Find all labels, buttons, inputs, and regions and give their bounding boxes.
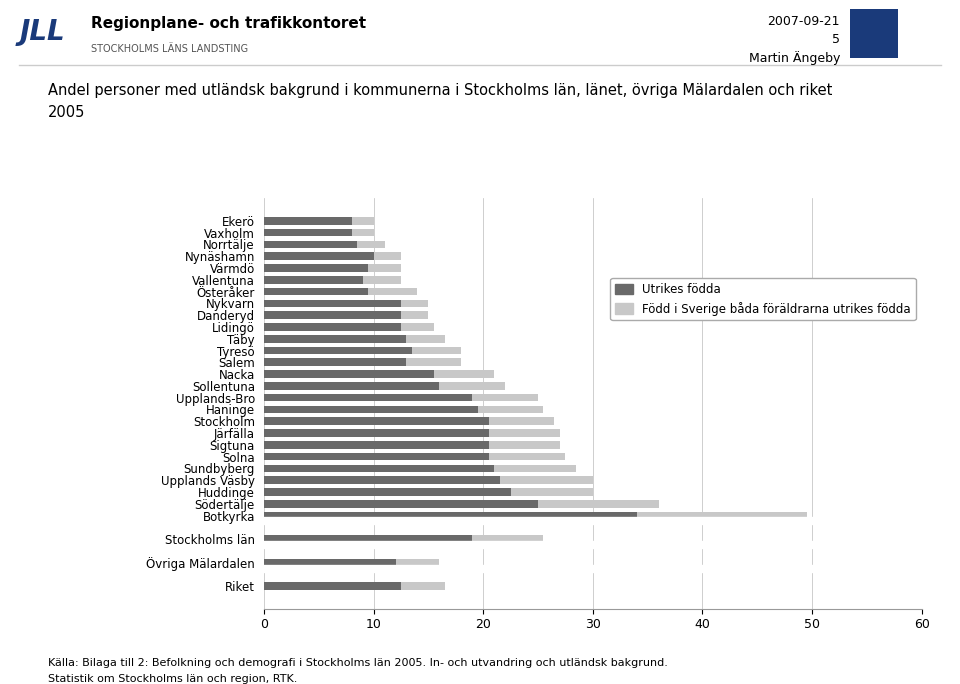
- Bar: [434, 370, 494, 378]
- Bar: [499, 476, 592, 484]
- Bar: [489, 453, 565, 460]
- Bar: [264, 464, 494, 472]
- Bar: [478, 406, 543, 413]
- Bar: [511, 488, 593, 496]
- Bar: [264, 583, 401, 590]
- Bar: [264, 276, 363, 284]
- Bar: [406, 335, 444, 343]
- Bar: [373, 252, 401, 260]
- Bar: [351, 229, 373, 237]
- Bar: [357, 241, 385, 248]
- Bar: [264, 252, 373, 260]
- Bar: [472, 394, 538, 402]
- Bar: [264, 229, 351, 237]
- Bar: [264, 406, 478, 413]
- Bar: [264, 559, 396, 566]
- Bar: [264, 441, 489, 449]
- Bar: [472, 536, 543, 543]
- Bar: [264, 382, 440, 390]
- Text: 2007-09-21: 2007-09-21: [767, 15, 840, 28]
- Text: 2005: 2005: [48, 105, 85, 120]
- Bar: [264, 453, 489, 460]
- Bar: [440, 382, 505, 390]
- Text: JLL: JLL: [19, 18, 65, 46]
- Text: Regionplane- och trafikkontoret: Regionplane- och trafikkontoret: [91, 16, 366, 31]
- Bar: [264, 476, 499, 484]
- Bar: [264, 300, 401, 307]
- Bar: [264, 241, 357, 248]
- Bar: [264, 323, 401, 331]
- Bar: [264, 311, 401, 319]
- Bar: [264, 536, 472, 543]
- Bar: [489, 417, 555, 425]
- Bar: [264, 417, 489, 425]
- Bar: [363, 276, 401, 284]
- Bar: [368, 264, 401, 272]
- Bar: [636, 512, 806, 519]
- Bar: [412, 347, 462, 354]
- Bar: [264, 429, 489, 437]
- Bar: [368, 288, 418, 295]
- Text: STOCKHOLMS LÄNS LANDSTING: STOCKHOLMS LÄNS LANDSTING: [91, 44, 248, 54]
- Bar: [264, 512, 636, 519]
- Legend: Utrikes födda, Född i Sverige båda föräldrarna utrikes födda: Utrikes födda, Född i Sverige båda föräl…: [611, 278, 916, 320]
- Bar: [264, 288, 368, 295]
- Text: Statistik om Stockholms län och region, RTK.: Statistik om Stockholms län och region, …: [48, 674, 298, 684]
- Text: Martin Ängeby: Martin Ängeby: [749, 51, 840, 64]
- Bar: [401, 583, 444, 590]
- Bar: [264, 394, 472, 402]
- Text: Källa: Bilaga till 2: Befolkning och demografi i Stockholms län 2005. In- och ut: Källa: Bilaga till 2: Befolkning och dem…: [48, 658, 668, 668]
- Bar: [401, 311, 428, 319]
- Bar: [489, 429, 560, 437]
- Text: 5: 5: [832, 33, 840, 46]
- Bar: [264, 264, 368, 272]
- Bar: [401, 323, 434, 331]
- Bar: [264, 500, 538, 508]
- Bar: [264, 358, 406, 366]
- Bar: [538, 500, 659, 508]
- Bar: [401, 300, 428, 307]
- Bar: [264, 335, 406, 343]
- Bar: [264, 370, 434, 378]
- Bar: [489, 441, 560, 449]
- Bar: [264, 217, 351, 224]
- Text: Andel personer med utländsk bakgrund i kommunerna i Stockholms län, länet, övrig: Andel personer med utländsk bakgrund i k…: [48, 83, 832, 98]
- Bar: [406, 358, 462, 366]
- Bar: [396, 559, 440, 566]
- Bar: [264, 347, 412, 354]
- Bar: [264, 488, 511, 496]
- Bar: [494, 464, 576, 472]
- Bar: [351, 217, 373, 224]
